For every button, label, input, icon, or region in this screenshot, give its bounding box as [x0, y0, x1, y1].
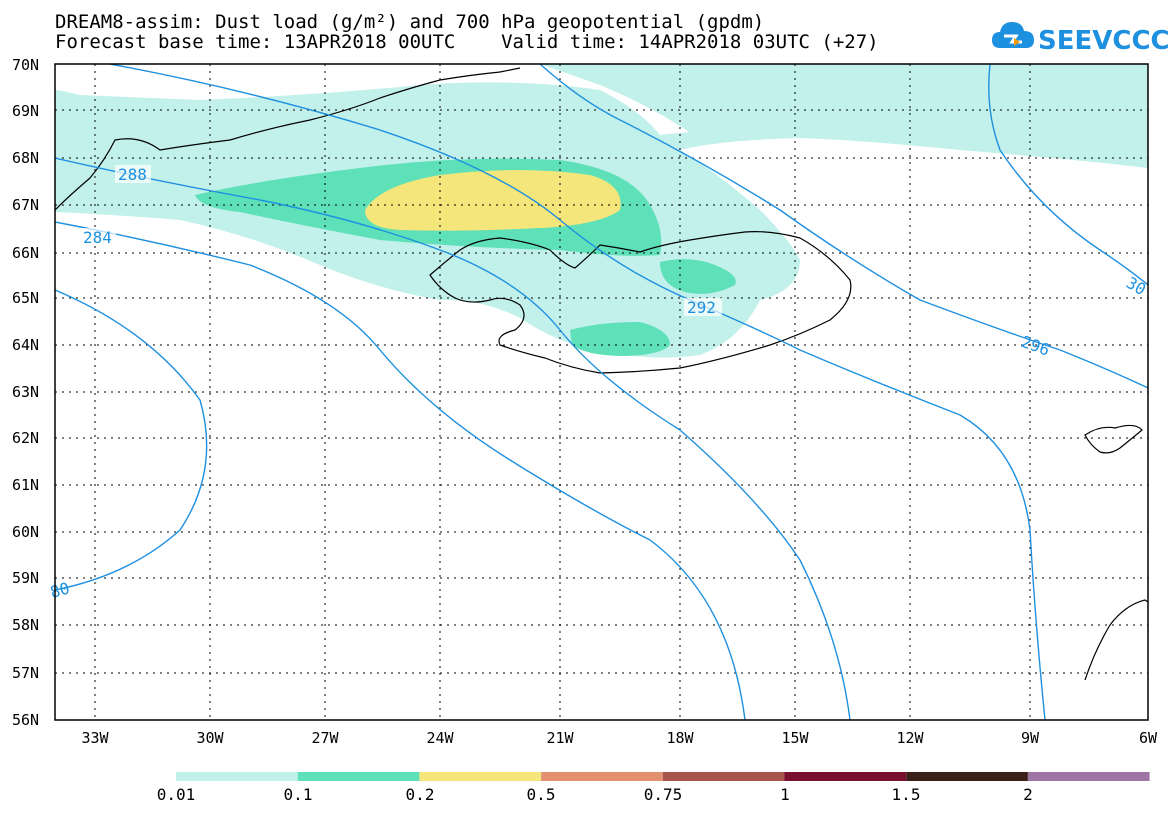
seevccc-logo: SEEVCCC	[990, 18, 1170, 62]
contour-label: 284	[83, 228, 112, 247]
lon-label: 15W	[781, 729, 809, 747]
contour-label: 292	[687, 298, 716, 317]
coastlines	[55, 67, 1148, 681]
colorbar-segment	[176, 772, 298, 781]
contour-label: 80	[48, 579, 72, 602]
lon-label: 27W	[311, 729, 339, 747]
lat-label: 69N	[12, 102, 39, 120]
logo-text: SEEVCCC	[1038, 26, 1170, 56]
geopotential-contours	[55, 64, 1148, 720]
lon-label: 24W	[426, 729, 454, 747]
latitude-axis: 70N 69N 68N 67N 66N 65N 64N 63N 62N 61N …	[12, 56, 39, 729]
contour-292	[109, 64, 1046, 720]
lon-label: 18W	[666, 729, 694, 747]
dust-area-mid-3	[570, 322, 670, 356]
colorbar-label: 2	[1023, 785, 1033, 804]
colorbar-label: 0.1	[283, 785, 313, 804]
grid-lines	[55, 64, 1148, 720]
colorbar-segment	[784, 772, 907, 781]
contour-288	[55, 157, 851, 720]
colorbar-segment	[662, 772, 785, 781]
colorbar-label: 1	[780, 785, 790, 804]
lat-label: 65N	[12, 289, 39, 307]
colorbar-segment	[1027, 772, 1150, 781]
lon-label: 9W	[1021, 729, 1040, 747]
map-frame	[54, 63, 1149, 721]
contour-300	[988, 64, 1148, 286]
dust-layer	[55, 64, 1148, 358]
lon-label: 33W	[81, 729, 109, 747]
colorbar-segment	[297, 772, 420, 781]
cloud-logo-icon	[992, 22, 1034, 48]
colorbar	[176, 772, 1150, 781]
lon-label: 12W	[896, 729, 924, 747]
lat-label: 64N	[12, 336, 39, 354]
contour-outer-280	[55, 289, 208, 591]
dust-band-top	[540, 64, 1148, 168]
colorbar-label: 0.5	[526, 785, 556, 804]
faroe-coast	[1084, 424, 1143, 454]
lat-label: 70N	[12, 56, 39, 74]
lat-label: 63N	[12, 383, 39, 401]
colorbar-label: 1.5	[891, 785, 921, 804]
lat-label: 59N	[12, 569, 39, 587]
lon-label: 6W	[1139, 729, 1158, 747]
dust-area-high	[365, 170, 621, 231]
dust-area-mid-2	[660, 259, 736, 294]
lat-label: 61N	[12, 476, 39, 494]
lat-label: 68N	[12, 149, 39, 167]
lat-label: 58N	[12, 616, 39, 634]
colorbar-segment	[541, 772, 663, 781]
contour-284	[55, 221, 746, 720]
greenland-coast	[55, 67, 521, 211]
contour-label: 296	[1019, 332, 1053, 360]
colorbar-label: 0.75	[643, 785, 683, 804]
contour-label: 288	[118, 165, 147, 184]
map-title: DREAM8-assim: Dust load (g/m²) and 700 h…	[55, 11, 765, 33]
lat-label: 60N	[12, 523, 39, 541]
lon-label: 30W	[196, 729, 224, 747]
colorbar-segment	[906, 772, 1028, 781]
contour-label: 30	[1123, 273, 1149, 299]
forecast-time-line: Forecast base time: 13APR2018 00UTC Vali…	[55, 31, 879, 53]
lat-label: 66N	[12, 244, 39, 262]
longitude-axis: 33W 30W 27W 24W 21W 18W 15W 12W 9W 6W	[81, 729, 1158, 747]
contour-296	[539, 64, 1148, 389]
colorbar-label: 0.01	[156, 785, 196, 804]
colorbar-label: 0.2	[405, 785, 435, 804]
iceland-coast	[429, 231, 852, 374]
scotland-coast	[1084, 599, 1148, 681]
lon-label: 21W	[546, 729, 574, 747]
lat-label: 57N	[12, 664, 39, 682]
lat-label: 56N	[12, 711, 39, 729]
colorbar-segment	[419, 772, 542, 781]
lat-label: 62N	[12, 429, 39, 447]
lat-label: 67N	[12, 196, 39, 214]
